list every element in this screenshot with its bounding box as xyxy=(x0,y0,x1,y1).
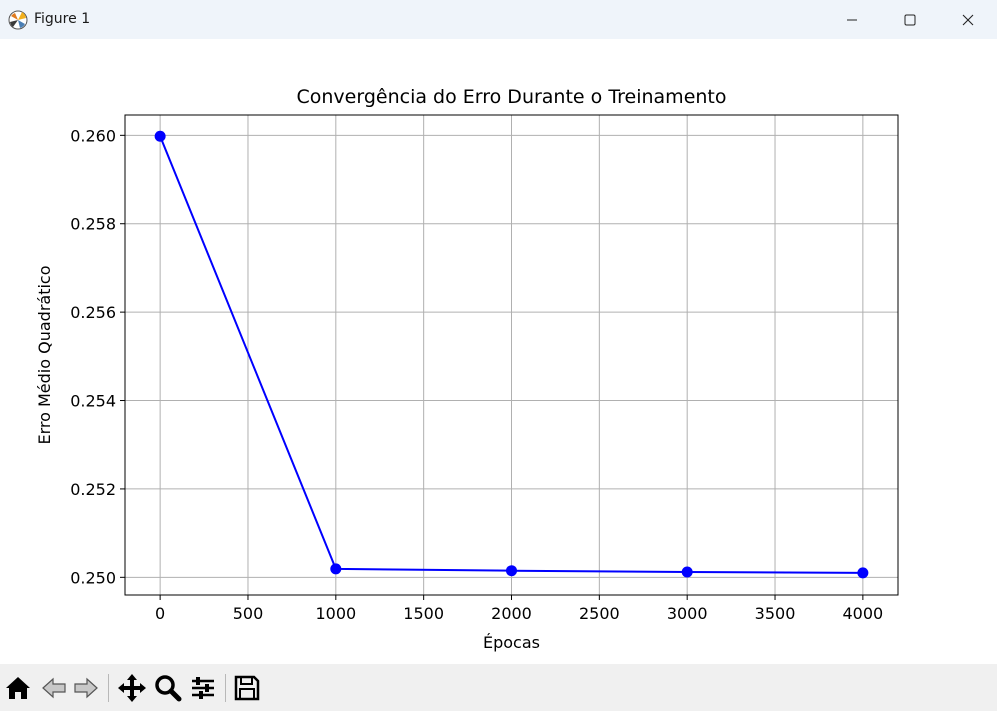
y-axis-ticks: 0.250 0.252 0.254 0.256 0.258 0.260 xyxy=(70,126,125,587)
forward-button[interactable] xyxy=(70,672,102,704)
data-point xyxy=(506,565,517,577)
y-tick-label: 0.256 xyxy=(70,303,116,322)
window-title: Figure 1 xyxy=(34,11,91,27)
minimize-icon xyxy=(847,19,857,20)
y-tick-label: 0.250 xyxy=(70,568,116,587)
y-tick-label: 0.258 xyxy=(70,215,116,234)
home-button[interactable] xyxy=(2,672,34,704)
zoom-button[interactable] xyxy=(152,672,184,704)
x-tick-label: 4000 xyxy=(843,604,884,623)
pan-button[interactable] xyxy=(116,672,148,704)
data-point xyxy=(330,563,342,575)
series-markers xyxy=(154,130,869,579)
figure-canvas[interactable]: 0 500 1000 1500 2000 2500 3000 3500 4000 0.250 0.… xyxy=(0,39,997,664)
y-axis-label: Erro Médio Quadrático xyxy=(35,265,54,444)
chart-title: Convergência do Erro Durante o Treinamen… xyxy=(297,86,727,108)
y-tick-label: 0.252 xyxy=(70,480,116,499)
line-chart: 0 500 1000 1500 2000 2500 3000 3500 4000 0.2500.… xyxy=(35,86,899,652)
sliders-icon xyxy=(192,677,214,699)
x-tick-label: 3000 xyxy=(667,604,708,623)
y-tick-label: 0.260 xyxy=(70,126,116,145)
data-point xyxy=(681,566,693,578)
navigation-toolbar xyxy=(0,664,997,711)
configure-subplots-button[interactable] xyxy=(187,672,219,704)
move-icon xyxy=(118,674,146,702)
title-bar[interactable]: Figure 1 xyxy=(0,0,997,39)
x-axis-ticks: 0 500 1000 1500 2000 2500 3000 3500 4000 xyxy=(155,595,883,623)
close-button[interactable] xyxy=(939,0,997,39)
x-tick-label: 3500 xyxy=(755,604,796,623)
forward-arrow-icon xyxy=(74,677,98,699)
home-icon xyxy=(6,677,30,699)
data-point xyxy=(154,130,166,142)
x-tick-label: 1500 xyxy=(403,604,444,623)
grid xyxy=(125,115,898,595)
save-icon xyxy=(234,675,260,701)
x-tick-label: 2000 xyxy=(491,604,532,623)
save-button[interactable] xyxy=(231,672,263,704)
zoom-icon xyxy=(155,675,182,702)
x-tick-label: 2500 xyxy=(579,604,620,623)
x-tick-label: 1000 xyxy=(315,604,356,623)
back-arrow-icon xyxy=(42,677,66,699)
toolbar-separator xyxy=(225,674,226,702)
data-point xyxy=(857,567,869,579)
maximize-button[interactable] xyxy=(881,0,939,39)
back-button[interactable] xyxy=(38,672,70,704)
matplotlib-icon xyxy=(8,10,28,30)
close-icon xyxy=(962,14,974,25)
minimize-button[interactable] xyxy=(823,0,881,39)
y-tick-label: 0.254 xyxy=(70,392,116,411)
x-tick-label: 0 xyxy=(155,604,165,623)
x-axis-label: Épocas xyxy=(483,633,540,652)
toolbar-separator xyxy=(108,674,109,702)
x-tick-label: 500 xyxy=(233,604,264,623)
maximize-icon xyxy=(904,14,916,25)
